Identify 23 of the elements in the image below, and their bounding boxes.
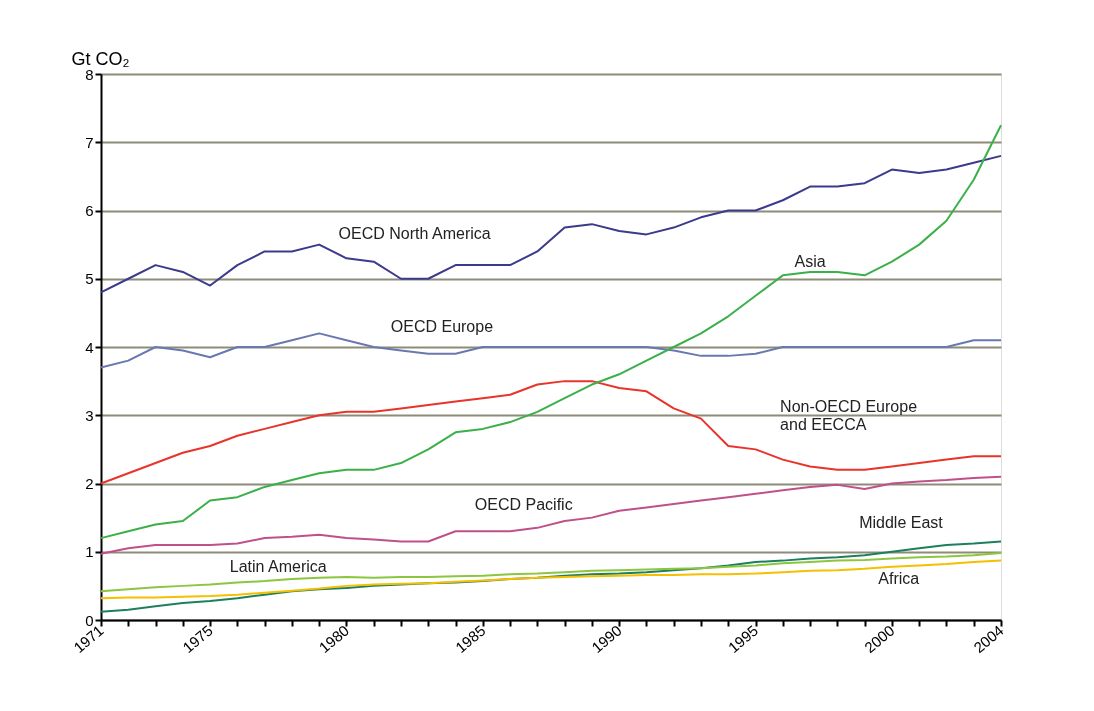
y-tick-label: 2	[85, 475, 94, 492]
series-label: Latin America	[229, 558, 327, 576]
series-label: Non-OECD Europe and EECCA	[780, 398, 918, 434]
line-series	[100, 559, 1002, 600]
series-label: OECD North America	[338, 225, 491, 243]
series-label: Middle East	[859, 514, 944, 532]
y-tick-label: 0	[85, 611, 94, 629]
line-series	[100, 380, 1002, 485]
y-tick-label: 5	[85, 270, 94, 288]
y-tick-label: 3	[85, 406, 94, 424]
series-label: OECD Europe	[390, 317, 494, 335]
line-series	[100, 475, 1002, 555]
line-series	[100, 124, 1002, 540]
line-series	[100, 552, 1002, 593]
line-series	[100, 154, 1002, 294]
series-label: Asia	[794, 252, 826, 270]
y-tick-label: 7	[85, 133, 94, 151]
y-tick-label: 1	[85, 543, 94, 561]
y-tick-label: 6	[85, 202, 94, 219]
series-label: Africa	[878, 570, 920, 588]
line-series	[100, 540, 1002, 613]
y-tick-label: 4	[85, 338, 94, 356]
series-label: OECD Pacific	[474, 496, 573, 514]
